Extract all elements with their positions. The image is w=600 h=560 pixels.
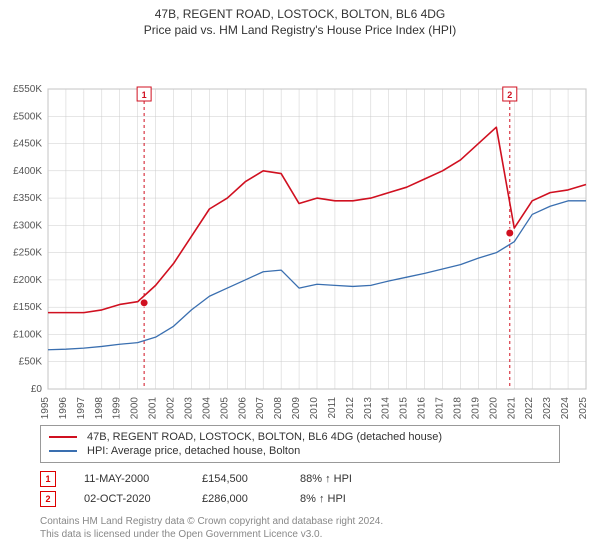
marker-price: £286,000 — [202, 493, 272, 505]
footer-line: This data is licensed under the Open Gov… — [40, 528, 560, 541]
price-chart: £0 £50K £100K £150K £200K £250K £300K £350K £400… — [0, 41, 600, 421]
svg-text:£0: £0 — [31, 384, 43, 395]
svg-text:2016: 2016 — [417, 396, 428, 419]
svg-text:2013: 2013 — [363, 396, 374, 419]
svg-text:2002: 2002 — [166, 396, 177, 419]
svg-text:2012: 2012 — [345, 396, 356, 419]
markers-table: 1 11-MAY-2000 £154,500 88% ↑ HPI 2 02-OC… — [40, 469, 560, 509]
svg-text:2018: 2018 — [452, 396, 463, 419]
svg-text:2009: 2009 — [291, 396, 302, 419]
footer: Contains HM Land Registry data © Crown c… — [40, 515, 560, 541]
marker-date: 11-MAY-2000 — [84, 473, 174, 485]
legend: 47B, REGENT ROAD, LOSTOCK, BOLTON, BL6 4… — [40, 425, 560, 463]
legend-swatch-hpi — [49, 450, 77, 452]
svg-text:1997: 1997 — [76, 396, 87, 419]
svg-text:2014: 2014 — [381, 396, 392, 419]
chart-subtitle: Price paid vs. HM Land Registry's House … — [0, 23, 600, 41]
svg-text:£550K: £550K — [13, 84, 42, 95]
svg-text:2023: 2023 — [542, 396, 553, 419]
svg-text:2006: 2006 — [237, 396, 248, 419]
svg-text:2022: 2022 — [524, 396, 535, 419]
svg-text:2021: 2021 — [506, 396, 517, 419]
svg-text:1: 1 — [142, 90, 147, 100]
legend-label: HPI: Average price, detached house, Bolt… — [87, 445, 300, 457]
legend-row: 47B, REGENT ROAD, LOSTOCK, BOLTON, BL6 4… — [49, 430, 551, 444]
svg-text:2015: 2015 — [399, 396, 410, 419]
svg-text:1998: 1998 — [94, 396, 105, 419]
svg-text:£100K: £100K — [13, 329, 42, 340]
svg-text:2000: 2000 — [130, 396, 141, 419]
svg-text:£500K: £500K — [13, 111, 42, 122]
svg-text:1995: 1995 — [40, 396, 51, 419]
marker-row: 2 02-OCT-2020 £286,000 8% ↑ HPI — [40, 489, 560, 509]
marker-chip-2: 2 — [40, 491, 56, 507]
marker-date: 02-OCT-2020 — [84, 493, 174, 505]
svg-text:£50K: £50K — [19, 357, 43, 368]
marker-row: 1 11-MAY-2000 £154,500 88% ↑ HPI — [40, 469, 560, 489]
svg-text:2004: 2004 — [201, 396, 212, 419]
svg-text:£200K: £200K — [13, 275, 42, 286]
svg-text:2011: 2011 — [327, 396, 338, 418]
svg-text:2001: 2001 — [148, 396, 159, 419]
svg-text:2017: 2017 — [435, 396, 446, 419]
legend-swatch-property — [49, 436, 77, 438]
svg-text:2: 2 — [507, 90, 512, 100]
svg-text:1996: 1996 — [58, 396, 69, 419]
svg-text:£350K: £350K — [13, 193, 42, 204]
svg-text:£150K: £150K — [13, 302, 42, 313]
svg-text:2025: 2025 — [578, 396, 589, 419]
svg-text:2003: 2003 — [183, 396, 194, 419]
svg-text:2007: 2007 — [255, 396, 266, 419]
svg-text:2008: 2008 — [273, 396, 284, 419]
footer-line: Contains HM Land Registry data © Crown c… — [40, 515, 560, 528]
svg-text:2024: 2024 — [560, 396, 571, 419]
svg-text:2010: 2010 — [309, 396, 320, 419]
marker-chip-1: 1 — [40, 471, 56, 487]
svg-text:£250K: £250K — [13, 247, 42, 258]
svg-text:2019: 2019 — [470, 396, 481, 419]
svg-text:£450K: £450K — [13, 138, 42, 149]
svg-text:2005: 2005 — [219, 396, 230, 419]
chart-title: 47B, REGENT ROAD, LOSTOCK, BOLTON, BL6 4… — [0, 0, 600, 23]
marker-pct: 8% ↑ HPI — [300, 493, 390, 505]
marker-price: £154,500 — [202, 473, 272, 485]
svg-text:£300K: £300K — [13, 220, 42, 231]
svg-text:1999: 1999 — [112, 396, 123, 419]
svg-text:2020: 2020 — [488, 396, 499, 419]
marker-pct: 88% ↑ HPI — [300, 473, 390, 485]
svg-text:£400K: £400K — [13, 166, 42, 177]
legend-label: 47B, REGENT ROAD, LOSTOCK, BOLTON, BL6 4… — [87, 431, 442, 443]
legend-row: HPI: Average price, detached house, Bolt… — [49, 444, 551, 458]
